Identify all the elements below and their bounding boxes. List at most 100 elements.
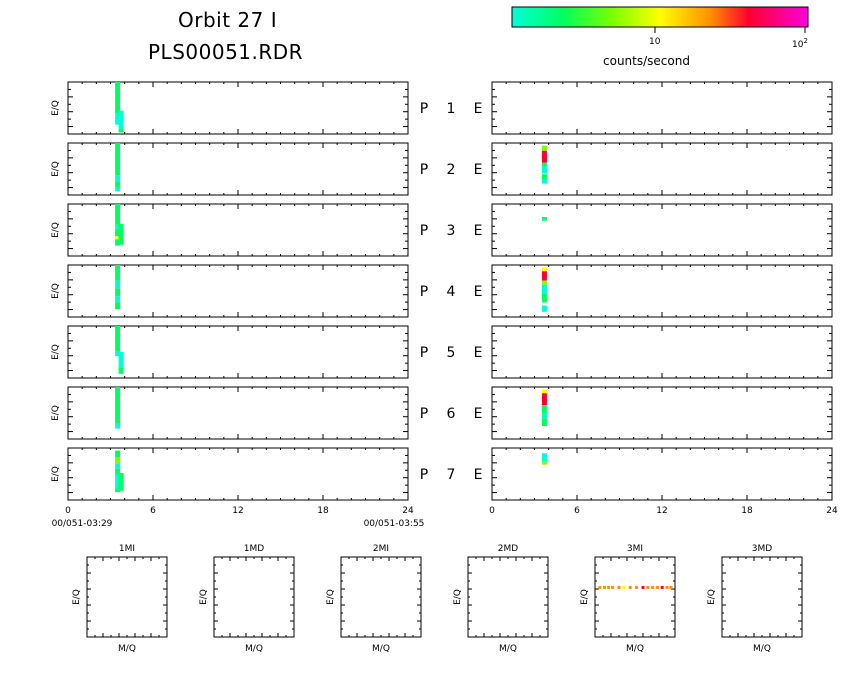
time-start-label: 00/051-03:29 bbox=[52, 519, 113, 529]
mq-data-point bbox=[665, 585, 669, 589]
mq-data-point bbox=[651, 585, 655, 589]
plot-title-orbit: Orbit 27 I bbox=[178, 8, 278, 32]
right-panel-frame bbox=[491, 325, 833, 379]
left-data-cell bbox=[115, 280, 121, 289]
y-axis-label: E/Q bbox=[51, 344, 61, 360]
left-data-cell bbox=[115, 82, 121, 114]
left-data-cell bbox=[115, 450, 121, 458]
row-label-e: E bbox=[474, 101, 483, 117]
mq-x-axis-label: M/Q bbox=[499, 644, 517, 654]
left-data-cell bbox=[115, 224, 121, 229]
row-label-e: E bbox=[474, 345, 483, 361]
mq-data-point bbox=[603, 585, 607, 589]
colorbar-tick-label-100: 102 bbox=[792, 37, 808, 50]
mq-panel-frame bbox=[340, 556, 422, 638]
left-panel-frame bbox=[67, 325, 409, 379]
left-panel-frame bbox=[67, 386, 409, 440]
left-data-cell bbox=[115, 296, 121, 303]
left-data-cell bbox=[115, 182, 121, 188]
row-label-p: P bbox=[420, 162, 428, 178]
right-data-cell bbox=[541, 405, 547, 413]
mq-data-point bbox=[646, 585, 650, 589]
left-data-cell bbox=[115, 143, 121, 176]
mq-panel-frame bbox=[86, 556, 168, 638]
right-data-cell bbox=[541, 217, 547, 221]
left-data-cell bbox=[115, 265, 121, 281]
mq-data-point bbox=[617, 585, 621, 589]
colorbar-tick-base: 10 bbox=[792, 40, 804, 50]
mq-x-axis-label: M/Q bbox=[372, 644, 390, 654]
left-data-cell bbox=[118, 128, 124, 133]
row-label-e: E bbox=[474, 284, 483, 300]
colorbar-tick-exponent: 2 bbox=[803, 37, 808, 45]
left-data-cell bbox=[115, 326, 121, 351]
left-data-cell bbox=[115, 236, 121, 240]
left-data-cell bbox=[115, 463, 121, 469]
right-data-cell bbox=[541, 150, 547, 163]
y-axis-label: E/Q bbox=[51, 100, 61, 116]
row-label-e: E bbox=[474, 406, 483, 422]
mq-y-axis-label: E/Q bbox=[453, 589, 463, 605]
right-data-cell bbox=[541, 174, 547, 180]
row-label-p: P bbox=[420, 284, 428, 300]
x-tick-label: 0 bbox=[489, 506, 495, 516]
x-tick-label: 6 bbox=[150, 506, 156, 516]
right-data-cell bbox=[541, 293, 547, 303]
y-axis-label: E/Q bbox=[51, 161, 61, 177]
right-panel-frame bbox=[491, 203, 833, 257]
left-data-cell bbox=[115, 302, 121, 310]
mq-panel-title: 3MD bbox=[752, 544, 772, 554]
mq-data-point bbox=[655, 585, 659, 589]
mq-x-axis-label: M/Q bbox=[753, 644, 771, 654]
row-label-number: 5 bbox=[447, 345, 456, 361]
row-label-e: E bbox=[474, 162, 483, 178]
right-data-cell bbox=[541, 453, 547, 461]
left-data-cell bbox=[115, 239, 121, 246]
left-data-cell bbox=[118, 352, 124, 368]
x-tick-label: 18 bbox=[741, 506, 753, 516]
right-panel-frame bbox=[491, 264, 833, 318]
colorbar bbox=[511, 6, 809, 28]
y-axis-label: E/Q bbox=[51, 222, 61, 238]
plot-title-file: PLS00051.RDR bbox=[148, 40, 304, 64]
mq-x-axis-label: M/Q bbox=[626, 644, 644, 654]
row-label-number: 7 bbox=[447, 467, 456, 483]
mq-x-axis-label: M/Q bbox=[245, 644, 263, 654]
mq-panel-title: 2MI bbox=[373, 544, 389, 554]
left-data-cell bbox=[115, 474, 121, 489]
x-tick-label: 0 bbox=[65, 506, 71, 516]
right-data-cell bbox=[541, 280, 547, 285]
left-data-cell bbox=[118, 110, 124, 129]
x-tick-label: 12 bbox=[232, 506, 243, 516]
left-data-cell bbox=[115, 288, 121, 297]
x-tick-label: 24 bbox=[402, 506, 414, 516]
row-label-p: P bbox=[420, 345, 428, 361]
row-label-number: 1 bbox=[447, 101, 456, 117]
y-axis-label: E/Q bbox=[51, 283, 61, 299]
right-data-cell bbox=[541, 418, 547, 426]
right-data-cell bbox=[541, 166, 547, 174]
mq-data-point bbox=[611, 585, 615, 589]
x-tick-label: 18 bbox=[317, 506, 329, 516]
mq-y-axis-label: E/Q bbox=[707, 589, 717, 605]
right-panel-frame bbox=[491, 142, 833, 196]
x-tick-label: 24 bbox=[826, 506, 838, 516]
mq-panel-frame bbox=[213, 556, 295, 638]
left-data-cell bbox=[115, 228, 121, 237]
mq-data-point bbox=[622, 585, 626, 589]
left-data-cell bbox=[115, 350, 121, 357]
right-data-cell bbox=[541, 284, 547, 294]
mq-panel-frame bbox=[594, 556, 676, 638]
y-axis-label: E/Q bbox=[51, 405, 61, 421]
left-data-cell bbox=[115, 468, 121, 474]
mq-data-point bbox=[635, 585, 639, 589]
mq-data-point bbox=[641, 585, 645, 589]
mq-panel-frame bbox=[721, 556, 803, 638]
mq-x-axis-label: M/Q bbox=[118, 644, 136, 654]
left-data-cell bbox=[115, 488, 121, 493]
mq-data-point bbox=[669, 585, 673, 589]
mq-y-axis-label: E/Q bbox=[326, 589, 336, 605]
y-axis-label: E/Q bbox=[51, 466, 61, 482]
mq-panel-title: 3MI bbox=[627, 544, 643, 554]
